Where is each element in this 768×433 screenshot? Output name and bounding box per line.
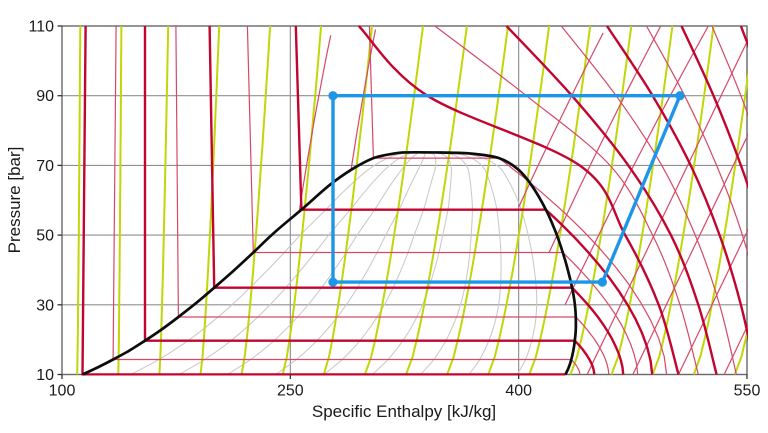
- y-tick-label-90: 90: [36, 88, 54, 105]
- x-tick-label-550: 550: [734, 383, 761, 400]
- x-tick-label-100: 100: [49, 383, 76, 400]
- y-tick-label-110: 110: [28, 19, 54, 36]
- isotherms-layer: [81, 25, 748, 376]
- cycle-layer: [328, 91, 685, 287]
- y-tick-label-50: 50: [36, 228, 54, 245]
- y-axis-title: Pressure [bar]: [5, 146, 24, 254]
- cycle-point-3[interactable]: [597, 277, 607, 287]
- y-tick-label-10: 10: [36, 367, 54, 384]
- saturation-dome-layer: [81, 150, 578, 376]
- cycle-point-1[interactable]: [328, 91, 338, 101]
- y-tick-label-70: 70: [36, 158, 54, 175]
- isochores-layer: [298, 25, 748, 375]
- cycle-point-2[interactable]: [675, 91, 685, 101]
- cycle-point-4[interactable]: [328, 277, 338, 287]
- x-tick-label-400: 400: [505, 383, 532, 400]
- x-axis-title: Specific Enthalpy [kJ/kg]: [311, 402, 497, 421]
- x-tick-label-250: 250: [277, 383, 304, 400]
- axes-layer: 100 250 400 550 10 30 50 70 90 110: [28, 19, 760, 400]
- quality-lines-layer: [130, 152, 538, 375]
- y-tick-label-30: 30: [36, 297, 54, 314]
